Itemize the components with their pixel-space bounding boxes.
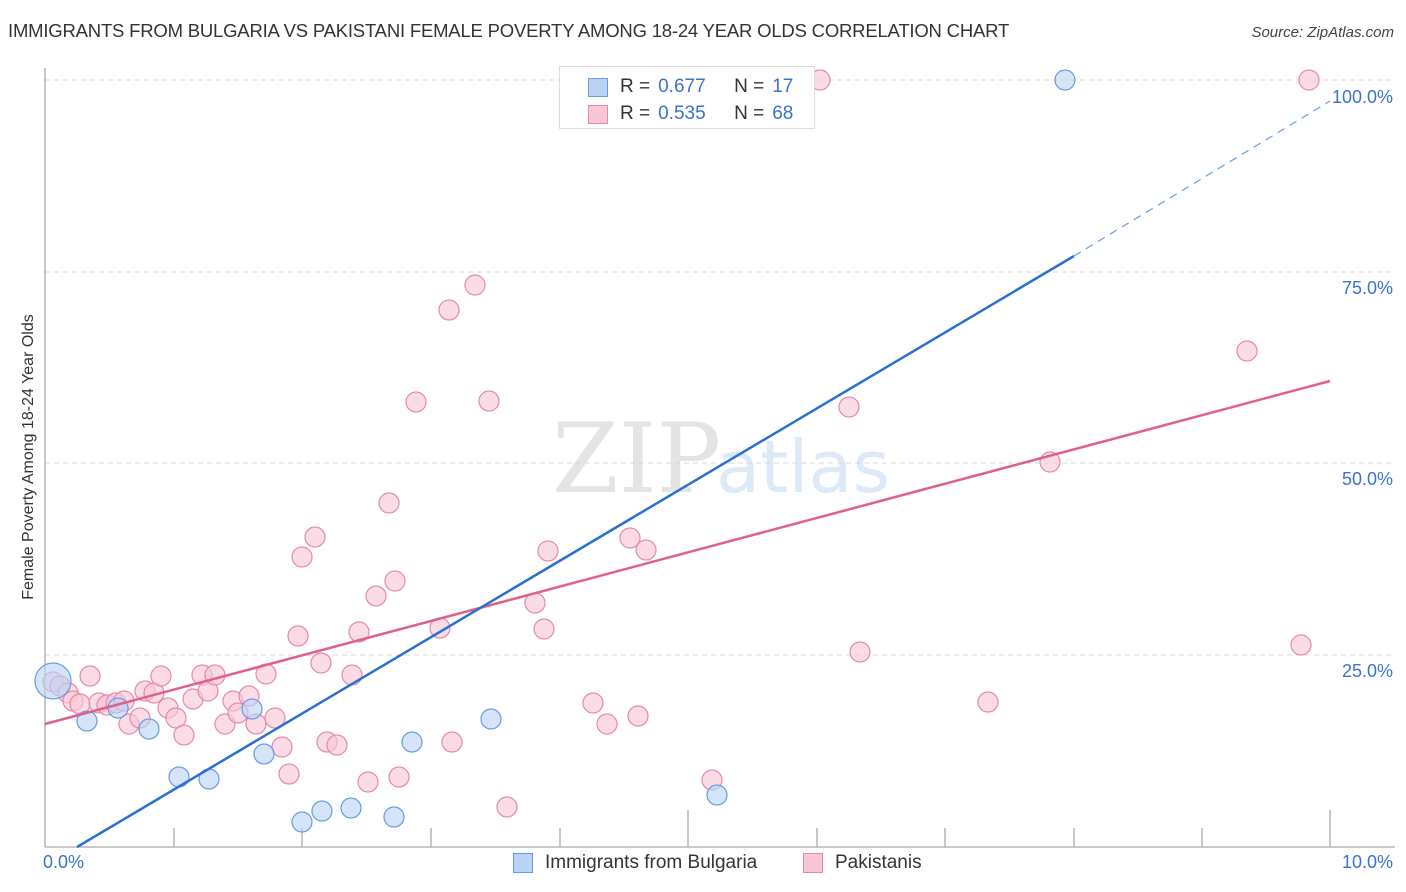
legend-item-bulgaria[interactable]: Immigrants from Bulgaria: [513, 852, 757, 874]
r-label: R =: [620, 76, 651, 97]
bulgaria-points: [34, 69, 1076, 833]
legend-label: Immigrants from Bulgaria: [545, 852, 758, 873]
gridlines: [45, 79, 1395, 656]
blue-swatch-icon: [588, 77, 608, 97]
y-tick-100: 100.0%: [1331, 87, 1393, 107]
pink-swatch-icon: [803, 853, 823, 873]
bulgaria-trendline-extension: [1073, 100, 1331, 257]
r-label: R =: [620, 103, 651, 124]
x-tick-10: 10.0%: [1341, 852, 1393, 872]
n-value: 68: [772, 103, 794, 124]
y-tick-75: 75.0%: [1341, 278, 1393, 298]
n-label: N =: [734, 76, 765, 97]
series-legend: Immigrants from Bulgaria Pakistanis: [0, 852, 1406, 878]
x-tick-0: 0.0%: [43, 852, 85, 872]
pakistanis-trendline: [44, 379, 1331, 726]
axes: [44, 68, 1395, 848]
y-tick-25: 25.0%: [1341, 661, 1393, 681]
legend-row-bulgaria: R = 0.677 N = 17: [588, 75, 793, 99]
bulgaria-trendline: [76, 254, 1075, 849]
y-tick-50: 50.0%: [1341, 469, 1393, 489]
chart-title: IMMIGRANTS FROM BULGARIA VS PAKISTANI FE…: [8, 20, 1010, 41]
pink-swatch-icon: [588, 104, 608, 124]
n-value: 17: [772, 76, 794, 97]
watermark-zip: ZIP: [552, 403, 721, 515]
r-value: 0.535: [658, 103, 706, 124]
n-label: N =: [734, 103, 765, 124]
watermark-atlas: atlas: [716, 425, 890, 509]
r-value: 0.677: [658, 76, 706, 97]
legend-row-pakistanis: R = 0.535 N = 68: [588, 102, 793, 126]
source-label: Source: ZipAtlas.com: [1251, 24, 1394, 41]
legend-item-pakistanis[interactable]: Pakistanis: [803, 852, 922, 874]
blue-swatch-icon: [513, 853, 533, 873]
correlation-legend: R = 0.677 N = 17 R = 0.535 N = 68: [559, 66, 815, 129]
legend-label: Pakistanis: [835, 852, 922, 873]
